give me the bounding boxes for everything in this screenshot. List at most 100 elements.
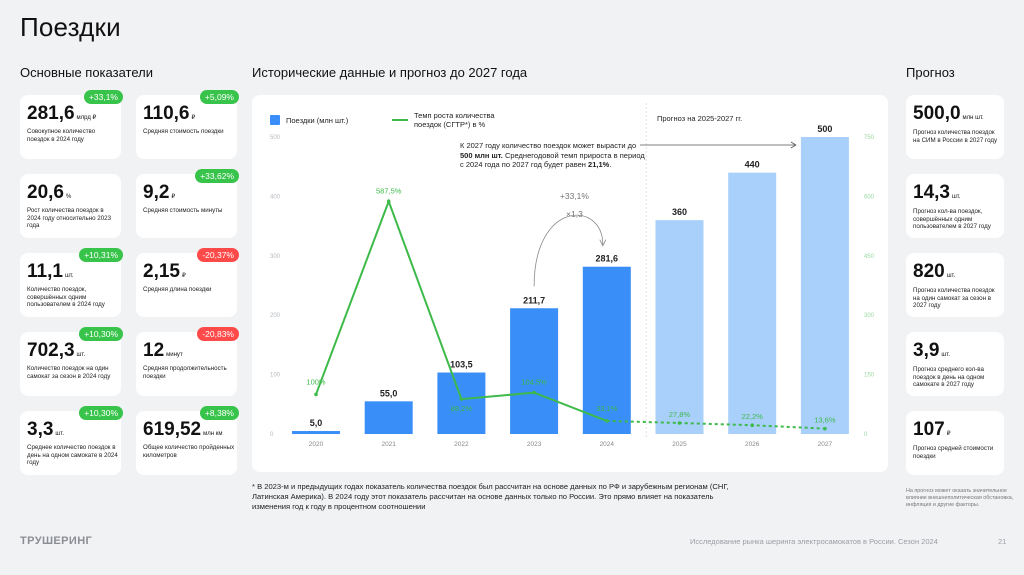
kpi-card: 281,6 млрд ₽ Совокупное количество поездок… xyxy=(20,90,123,159)
legend-bar-swatch xyxy=(270,115,280,125)
callout-arrow-head xyxy=(790,141,797,149)
kpi-value: 9,2 ₽ xyxy=(143,182,175,204)
x-axis-label: 2021 xyxy=(381,441,396,448)
kpi-card: 619,52 млн км Общее количество пройденных … xyxy=(136,406,239,475)
growth-arrow xyxy=(533,214,604,287)
forecast-unit: шт. xyxy=(951,194,961,200)
kpi-card: 9,2 ₽ Средняя стоимость минуты +33,62% xyxy=(136,169,239,238)
forecast-number: 820 xyxy=(913,261,945,282)
callout-part2: Среднегодовой темп прироста в период с 2… xyxy=(460,150,645,170)
growth-value-label: 33,1% xyxy=(596,404,618,413)
bar-value-label: 103,5 xyxy=(450,360,473,370)
kpi-value: 2,15 ₽ xyxy=(143,261,186,283)
x-axis-label: 2022 xyxy=(454,441,469,448)
kpi-unit: шт. xyxy=(55,431,64,437)
growth-point xyxy=(532,390,536,395)
kpi-description: Рост количества поездок в 2024 году отно… xyxy=(27,207,112,230)
forecast-card: 500,0 млн шт. Прогноз количества поездок н… xyxy=(906,95,1004,159)
kpi-card: 2,15 ₽ Средняя длина поездки -20,37% xyxy=(136,248,239,317)
growth-point xyxy=(459,397,464,401)
growth-line-forecast xyxy=(606,419,825,430)
growth-value-label: 13,6% xyxy=(814,416,836,425)
forecast-card: 107 ₽ Прогноз средней стоимости поездки xyxy=(906,411,1004,475)
growth-value-label: 88,2% xyxy=(451,404,473,413)
forecast-callout: К 2027 году количество поездок может выр… xyxy=(460,141,650,170)
kpi-value: 281,6 млрд ₽ xyxy=(27,103,96,125)
kpi-value: 110,6 ₽ xyxy=(143,103,195,125)
kpi-unit: ₽ xyxy=(171,194,176,200)
y-right-tick: 450 xyxy=(864,254,875,260)
forecast-description: Прогноз средней стоимости поездки xyxy=(913,445,994,460)
forecast-value: 14,3 шт. xyxy=(913,182,961,204)
kpi-card: 3,3 шт. Среднее количество поездок в день … xyxy=(20,406,123,475)
kpi-unit: шт. xyxy=(76,352,86,358)
kpi-unit: ₽ xyxy=(191,115,196,121)
forecast-note: На прогноз может оказать значительное вл… xyxy=(906,488,1014,508)
callout-bold2: 21,1% xyxy=(588,160,610,169)
kpi-unit: минут xyxy=(166,352,183,358)
bar xyxy=(364,401,413,434)
page-number: 21 xyxy=(998,537,1007,546)
y-left-tick: 100 xyxy=(270,373,281,379)
bar xyxy=(510,308,559,434)
kpi-unit: млн км xyxy=(203,431,223,437)
growth-point xyxy=(386,199,391,204)
kpi-value: 702,3 шт. xyxy=(27,340,85,362)
bar-value-label: 440 xyxy=(745,160,760,170)
x-axis-label: 2027 xyxy=(818,441,833,448)
forecast-value: 500,0 млн шт. xyxy=(913,103,984,125)
change-badge: +10,31% xyxy=(79,248,123,262)
kpi-card: 110,6 ₽ Средняя стоимость поездки +5,09% xyxy=(136,90,239,159)
forecast-value: 3,9 шт. xyxy=(913,340,950,362)
callout-bold1: 500 млн шт. xyxy=(460,150,503,160)
kpi-description: Средняя стоимость минуты xyxy=(143,207,223,214)
kpi-card: 702,3 шт. Количество поездок на один самок… xyxy=(20,327,123,396)
x-axis-label: 2026 xyxy=(745,441,760,448)
change-badge: +33,1% xyxy=(83,90,123,104)
kpi-value: 20,6% xyxy=(27,182,71,204)
kpi-unit: ₽ xyxy=(181,273,186,279)
y-left-tick: 200 xyxy=(270,313,281,319)
y-right-tick: 750 xyxy=(864,135,875,141)
chart-panel: Поездки (млн шт.) Темп роста количества … xyxy=(252,95,888,472)
kpi-number: 110,6 xyxy=(143,103,190,124)
growth-value-label: 27,8% xyxy=(669,410,691,419)
forecast-unit: шт. xyxy=(941,352,950,358)
forecast-label: Прогноз на 2025-2027 гг. xyxy=(657,114,743,123)
kpi-value: 12 минут xyxy=(143,340,183,362)
forecast-description: Прогноз количества поездок на один самок… xyxy=(913,287,995,310)
footnote: * В 2023-м и предыдущих годах показатель… xyxy=(252,482,729,512)
bar-value-label: 55,0 xyxy=(380,388,398,398)
forecast-value: 107 ₽ xyxy=(913,419,951,441)
kpi-description: Средняя продолжительность поездки xyxy=(143,365,227,380)
kpi-unit: млрд ₽ xyxy=(76,115,97,121)
bar-value-label: 500 xyxy=(817,124,832,134)
kpi-number: 11,1 xyxy=(27,261,63,282)
callout-part3: . xyxy=(609,160,612,169)
bar-value-label: 5,0 xyxy=(310,418,323,428)
change-badge: +10,30% xyxy=(79,327,123,341)
kpi-description: Общее количество пройденных километров xyxy=(143,444,235,459)
kpi-unit: шт. xyxy=(64,273,74,279)
forecast-card: 14,3 шт. Прогноз кол-ва поездок, совершённ… xyxy=(906,174,1004,238)
bar-value-label: 360 xyxy=(672,207,687,217)
forecast-card: 820 шт. Прогноз количества поездок на один… xyxy=(906,253,1004,317)
growth-percent: +33,1% xyxy=(560,191,590,201)
kpi-unit: % xyxy=(65,194,72,200)
y-right-tick: 150 xyxy=(864,373,875,379)
bar-value-label: 211,7 xyxy=(523,295,545,305)
legend-line-label: Темп роста количества поездок (СГТР*) в … xyxy=(414,111,495,129)
forecast-unit: млн шт. xyxy=(962,115,984,121)
callout-part1: К 2027 году количество поездок может выр… xyxy=(460,141,637,150)
right-section-title: Прогноз xyxy=(906,65,955,80)
y-left-tick: 500 xyxy=(270,135,281,141)
page-title: Поездки xyxy=(20,12,121,42)
trips-chart: 0 100 200 300 400 500 0 150 300 450 600 750 5,0 55,0 1… xyxy=(270,103,875,448)
change-badge: +8,38% xyxy=(199,406,239,420)
forecast-number: 500,0 xyxy=(913,103,961,124)
brand-logo: ТРУШЕРИНГ xyxy=(20,535,93,547)
growth-value-label: 100% xyxy=(306,377,326,386)
forecast-number: 3,9 xyxy=(913,340,940,361)
y-right-tick: 600 xyxy=(864,194,875,200)
bar xyxy=(728,172,777,434)
